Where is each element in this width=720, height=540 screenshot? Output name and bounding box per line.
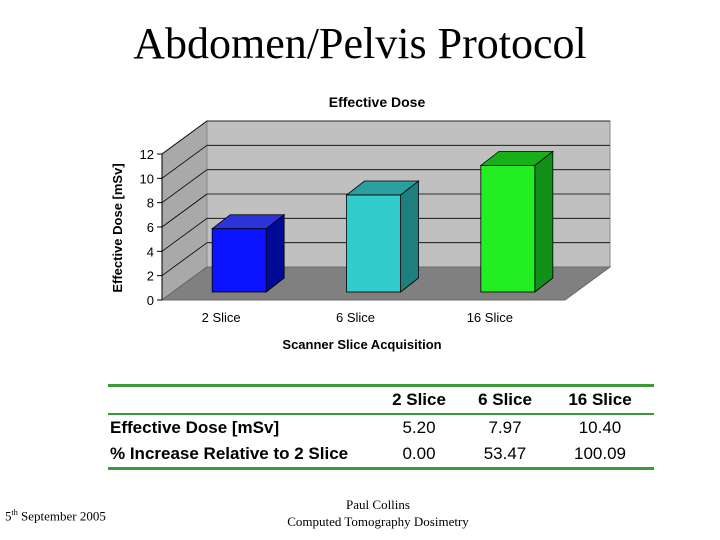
table-cell: 5.20	[402, 418, 436, 437]
effective-dose-chart: Effective Dose 0 2 4 6 8 10 12 2 Slice 6 Slice 1…	[110, 94, 612, 352]
bar	[211, 228, 267, 293]
table-header-cell: 16 Slice	[568, 390, 632, 409]
bar	[480, 165, 536, 293]
chart-title: Effective Dose	[329, 94, 426, 110]
table-header-row: 2 Slice 6 Slice 16 Slice	[108, 387, 654, 415]
gridline-side	[161, 145, 208, 179]
gridline-side	[161, 193, 208, 228]
y-tick-label: 8	[147, 196, 154, 211]
table-cell: 10.40	[578, 418, 622, 437]
bar-side	[534, 150, 554, 293]
table-cell: 7.97	[488, 418, 522, 437]
footer-author: Paul Collins	[346, 497, 410, 512]
bar	[346, 194, 401, 293]
x-tick-label: 16 Slice	[467, 310, 513, 325]
table-header-cell: 2 Slice	[392, 390, 446, 409]
chart-bars	[211, 150, 554, 293]
table-row-label: % Increase Relative to 2 Slice	[110, 444, 349, 463]
footer-date-suffix: th	[11, 508, 18, 517]
table-cell: 53.47	[483, 444, 527, 463]
y-tick-label: 12	[140, 147, 154, 162]
x-tick-label: 2 Slice	[202, 310, 241, 325]
gridline-side	[161, 169, 208, 203]
table-row: % Increase Relative to 2 Slice 0.00 53.4…	[108, 441, 654, 467]
table-row-label: Effective Dose [mSv]	[110, 418, 280, 437]
table-row: Effective Dose [mSv] 5.20 7.97 10.40	[108, 415, 654, 441]
table-header-cell: 6 Slice	[478, 390, 532, 409]
bar-side	[400, 180, 419, 293]
x-axis-label: Scanner Slice Acquisition	[282, 337, 441, 352]
x-axis-ticks: 2 Slice 6 Slice 16 Slice	[202, 310, 513, 325]
footer-date-day: 5	[5, 508, 12, 524]
gridline-side	[161, 120, 208, 155]
y-tick-label: 4	[147, 244, 154, 259]
gridline-side	[161, 218, 208, 252]
footer-credit: Paul Collins Computed Tomography Dosimet…	[262, 496, 494, 530]
y-tick-label: 6	[147, 220, 154, 235]
footer-date: 5th September 2005	[5, 508, 106, 524]
footer-subject: Computed Tomography Dosimetry	[287, 514, 469, 529]
table-cell: 0.00	[402, 444, 436, 463]
slide-title: Abdomen/Pelvis Protocol	[133, 19, 587, 68]
y-axis-ticks: 0 2 4 6 8 10 12	[140, 147, 163, 308]
y-tick-label: 2	[147, 269, 154, 284]
y-axis-label: Effective Dose [mSv]	[110, 163, 125, 292]
dose-table: 2 Slice 6 Slice 16 Slice Effective Dose …	[108, 384, 654, 470]
footer-date-rest: September 2005	[17, 508, 106, 524]
gridline-side	[161, 242, 208, 276]
x-tick-label: 6 Slice	[336, 310, 375, 325]
y-tick-label: 10	[140, 171, 154, 186]
table-cell: 100.09	[574, 444, 626, 463]
y-tick-label: 0	[147, 293, 154, 308]
